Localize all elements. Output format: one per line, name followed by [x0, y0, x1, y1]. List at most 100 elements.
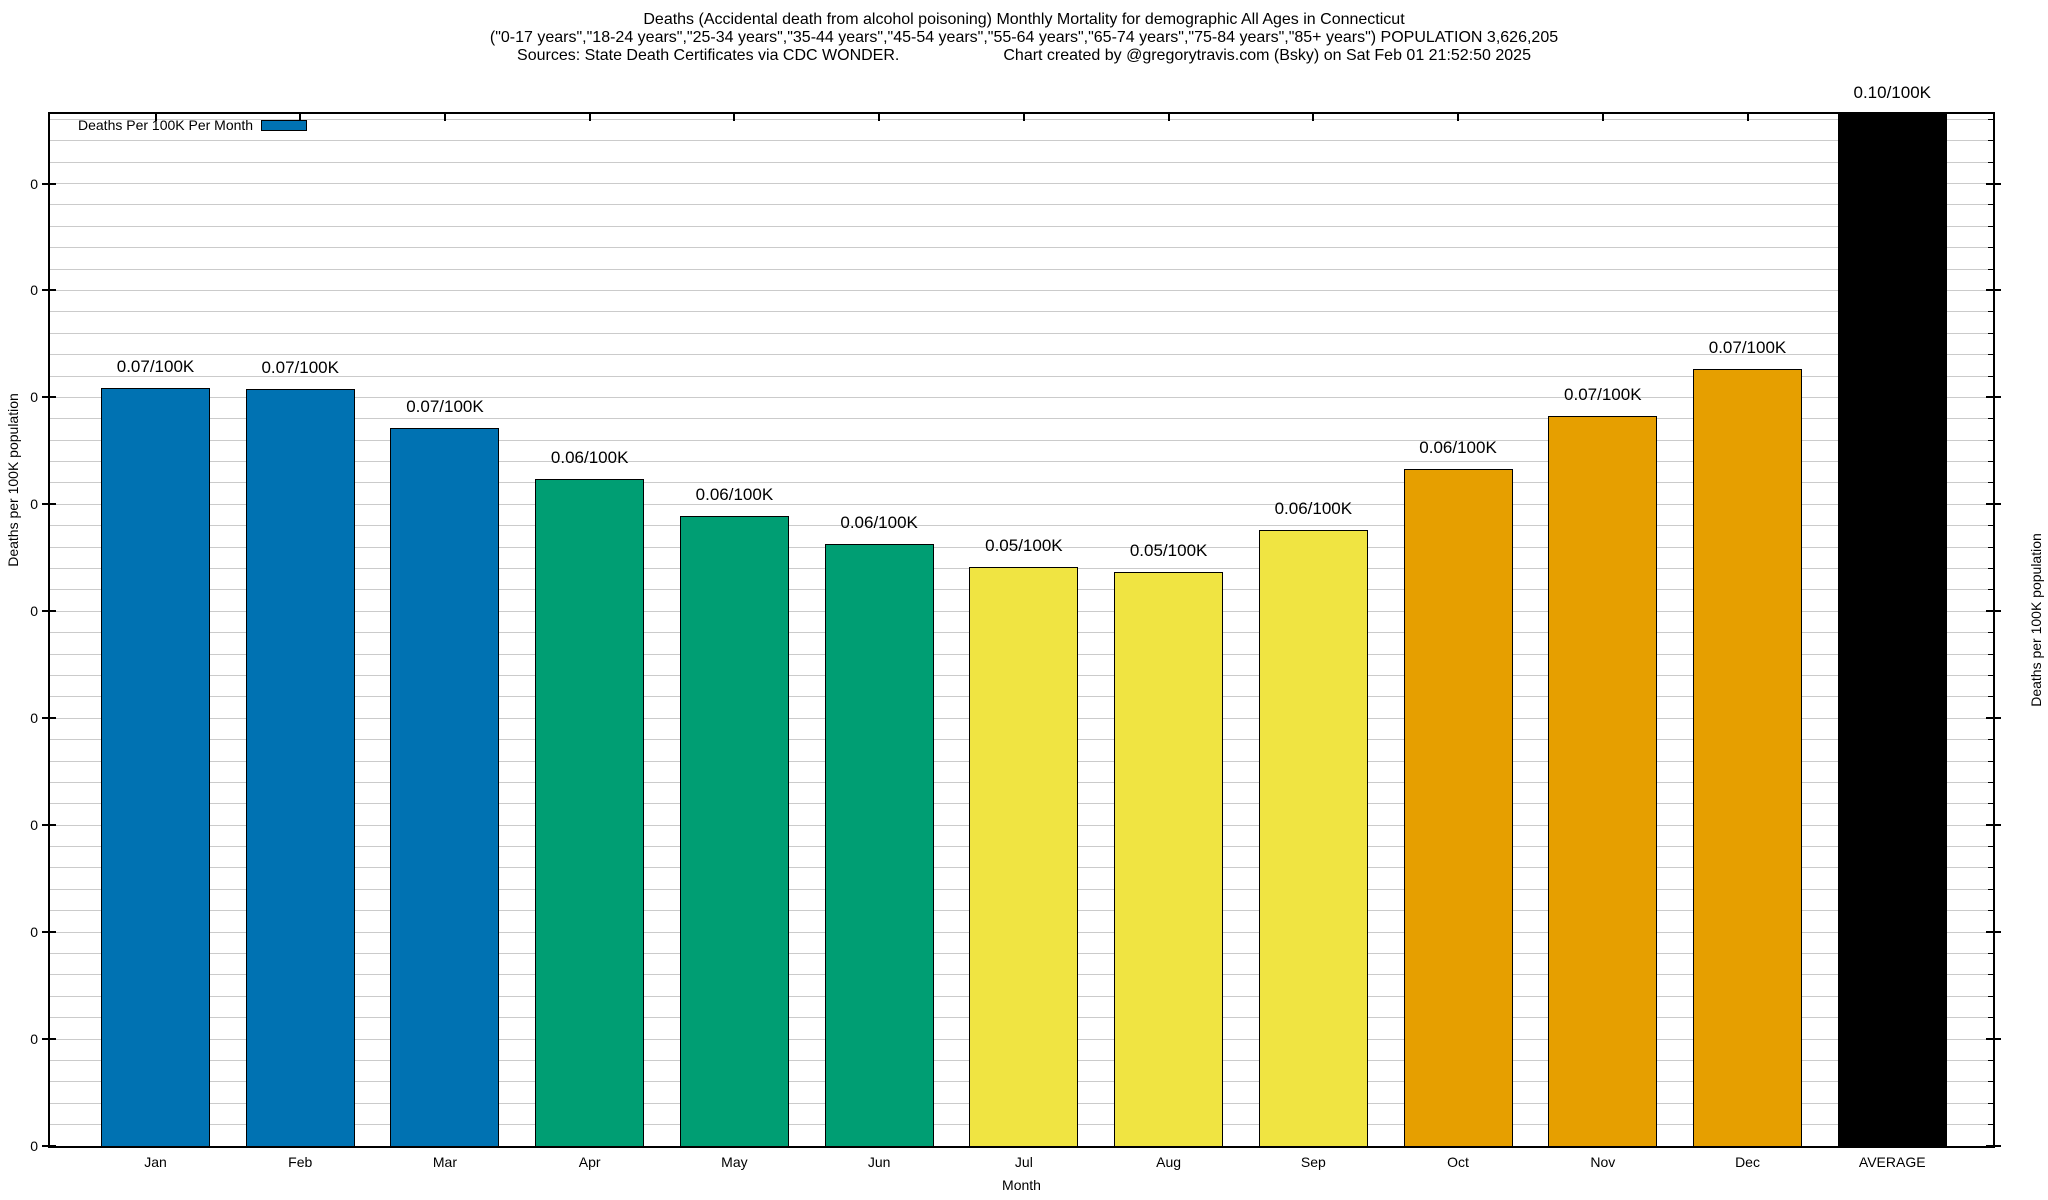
y-minor-tick-right — [1988, 781, 1993, 783]
y-minor-tick-right — [1988, 846, 1993, 848]
y-major-tick-right — [1986, 182, 2001, 185]
bar-value-label-jul: 0.05/100K — [985, 536, 1063, 556]
y-minor-tick-right — [1988, 1102, 1993, 1104]
y-gridline — [50, 396, 1993, 398]
x-tick-label-mar: Mar — [432, 1154, 458, 1170]
y-minor-tick-right — [1988, 204, 1993, 206]
x-tick-top — [733, 114, 736, 121]
y-minor-tick-right — [1988, 1081, 1993, 1083]
bar-value-label-mar: 0.07/100K — [406, 397, 484, 417]
y-minor-tick-right — [1988, 803, 1993, 805]
y-minor-tick-right — [1988, 1124, 1993, 1126]
y-minor-tick-right — [1988, 268, 1993, 270]
y-minor-tick-right — [1988, 439, 1993, 441]
y-minor-tick-right — [1988, 332, 1993, 334]
legend: Deaths Per 100K Per Month — [78, 117, 308, 133]
y-minor-tick-right — [1988, 696, 1993, 698]
bar-mar — [390, 428, 500, 1146]
bar-feb — [245, 388, 355, 1146]
y-minor-tick-right — [1988, 568, 1993, 570]
y-tick-label: 0 — [30, 496, 38, 513]
y-gridline — [50, 332, 1993, 334]
y-gridline — [50, 354, 1993, 356]
legend-swatch — [261, 119, 308, 131]
x-tick-top — [1167, 114, 1170, 121]
chart-source-note: Sources: State Death Certificates via CD… — [517, 47, 900, 64]
y-minor-tick-right — [1988, 974, 1993, 976]
x-axis-title: Month — [1002, 1177, 1041, 1193]
y-gridline — [50, 525, 1993, 527]
x-tick-label-sep: Sep — [1300, 1154, 1326, 1170]
x-tick-label-dec: Dec — [1735, 1154, 1760, 1170]
y-major-tick-left — [42, 289, 56, 292]
bar-value-label-average: 0.10/100K — [1853, 83, 1931, 102]
y-major-tick-left — [42, 1145, 56, 1147]
y-gridline — [50, 268, 1993, 270]
y-minor-tick-right — [1988, 525, 1993, 527]
y-major-tick-right — [1986, 396, 2001, 399]
y-major-tick-right — [1986, 289, 2001, 292]
x-tick-label-jul: Jul — [1014, 1154, 1033, 1170]
y-major-tick-right — [1986, 717, 2001, 720]
y-minor-tick-right — [1988, 311, 1993, 313]
y-gridline — [50, 161, 1993, 163]
x-tick-top — [1022, 114, 1025, 121]
y-minor-tick-right — [1988, 995, 1993, 997]
y-major-tick-right — [1986, 931, 2001, 934]
x-tick-top — [1601, 114, 1604, 121]
x-tick-top — [1457, 114, 1460, 121]
y-gridline — [50, 439, 1993, 441]
y-minor-tick-right — [1988, 760, 1993, 762]
y-gridline — [50, 503, 1993, 505]
bar-nov — [1548, 415, 1658, 1146]
x-tick-label-jan: Jan — [144, 1154, 167, 1170]
x-tick-label-nov: Nov — [1590, 1154, 1616, 1170]
x-tick-top — [1891, 114, 1894, 121]
bar-value-label-sep: 0.06/100K — [1274, 499, 1353, 519]
y-minor-tick-right — [1988, 739, 1993, 741]
y-tick-label: 0 — [30, 389, 38, 406]
y-major-tick-left — [42, 931, 56, 934]
y-gridline — [50, 183, 1993, 185]
y-tick-label: 0 — [30, 817, 38, 834]
y-gridline — [50, 418, 1993, 420]
y-axis-title-left: Deaths per 100K population — [5, 393, 21, 567]
y-major-tick-left — [42, 717, 56, 720]
y-tick-label: 0 — [30, 1138, 38, 1154]
bar-dec — [1693, 368, 1803, 1146]
x-tick-top — [154, 114, 157, 121]
y-gridline — [50, 225, 1993, 227]
x-tick-label-may: May — [721, 1154, 748, 1170]
y-minor-tick-right — [1988, 482, 1993, 484]
y-minor-tick-right — [1988, 161, 1993, 163]
x-tick-top — [443, 114, 446, 121]
bar-apr — [535, 478, 645, 1146]
y-gridline — [50, 289, 1993, 291]
bar-jul — [969, 567, 1079, 1146]
bar-value-label-oct: 0.06/100K — [1419, 438, 1497, 458]
legend-label: Deaths Per 100K Per Month — [78, 117, 254, 133]
y-major-tick-right — [1986, 1145, 2001, 1147]
y-tick-label: 0 — [30, 603, 38, 620]
y-tick-label: 0 — [30, 710, 38, 727]
x-tick-top — [588, 114, 591, 121]
y-minor-tick-right — [1988, 632, 1993, 634]
bar-value-label-aug: 0.05/100K — [1129, 540, 1208, 560]
bar-oct — [1403, 469, 1513, 1146]
chart-title-line1: Deaths (Accidental death from alcohol po… — [643, 11, 1405, 28]
y-minor-tick-right — [1988, 589, 1993, 591]
y-tick-label: 0 — [30, 924, 38, 941]
y-major-tick-left — [42, 610, 56, 613]
y-major-tick-left — [42, 503, 56, 506]
y-minor-tick-right — [1988, 418, 1993, 420]
y-tick-label: 0 — [30, 282, 38, 299]
y-tick-label: 0 — [30, 1031, 38, 1048]
y-major-tick-right — [1986, 610, 2001, 613]
y-axis-title-right: Deaths per 100K population — [2028, 533, 2044, 707]
chart-title-block: Deaths (Accidental death from alcohol po… — [0, 11, 2048, 65]
x-tick-label-average: AVERAGE — [1858, 1154, 1926, 1170]
y-minor-tick-right — [1988, 546, 1993, 548]
chart-title-line2: ("0-17 years","18-24 years","25-34 years… — [489, 29, 1559, 46]
y-minor-tick-right — [1988, 140, 1993, 142]
y-tick-label: 0 — [30, 175, 38, 192]
